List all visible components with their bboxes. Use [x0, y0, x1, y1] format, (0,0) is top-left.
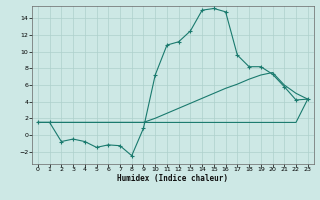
X-axis label: Humidex (Indice chaleur): Humidex (Indice chaleur): [117, 174, 228, 183]
